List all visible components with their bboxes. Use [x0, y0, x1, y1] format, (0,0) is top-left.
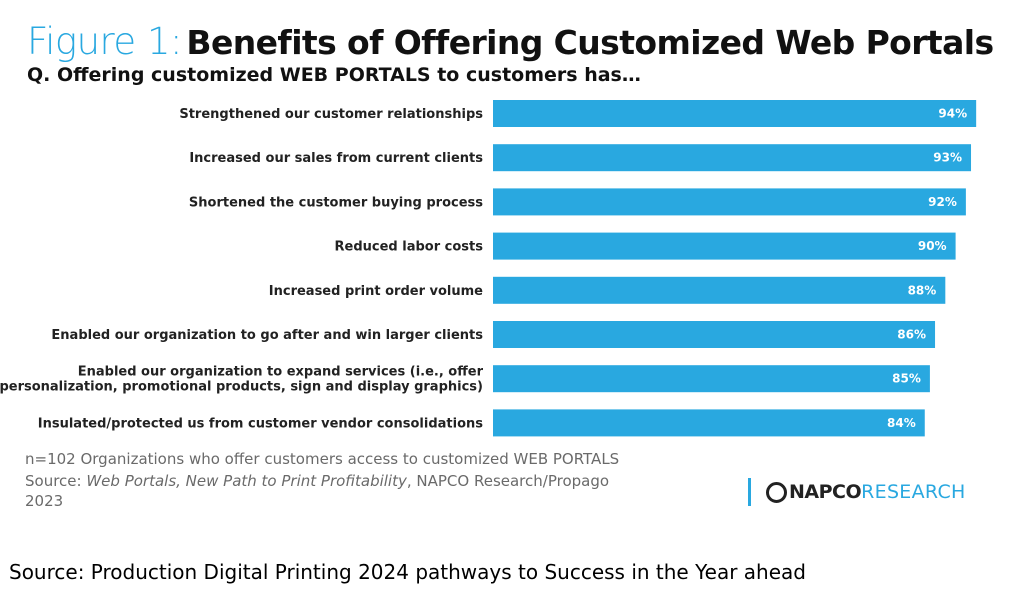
source-year: 2023 — [25, 492, 64, 510]
image-caption: Source: Production Digital Printing 2024… — [9, 560, 806, 584]
bar-value-label: 94% — [938, 107, 967, 121]
category-label: Increased our sales from current clients — [189, 151, 483, 166]
source-note: Source: Web Portals, New Path to Print P… — [25, 472, 609, 490]
bar — [493, 409, 925, 437]
bar-value-label: 92% — [928, 195, 957, 209]
bar-value-label: 85% — [892, 372, 921, 386]
figure-number: Figure 1: — [27, 20, 182, 63]
bar — [493, 321, 936, 348]
category-label: Shortened the customer buying process — [189, 195, 483, 210]
sample-note: n=102 Organizations who offer customers … — [25, 450, 620, 468]
logo-ring-icon — [766, 481, 787, 503]
bar — [493, 188, 966, 216]
bar-value-label: 90% — [918, 239, 947, 253]
title-text: Benefits of Offering Customized Web Port… — [186, 23, 994, 62]
bar — [493, 232, 956, 260]
category-label: Enabled our organization to expand servi… — [0, 365, 484, 395]
logo-research-text: RESEARCH — [861, 481, 966, 503]
bar-value-label: 93% — [933, 151, 962, 165]
source-prefix: Source: — [25, 472, 87, 490]
logo-napco-text: NAPCO — [789, 481, 862, 503]
bar-chart: 94% Strengthened our customer relationshi… — [0, 100, 977, 437]
bar — [493, 365, 930, 393]
bar — [493, 144, 972, 172]
logo-divider — [748, 478, 751, 506]
bar — [493, 100, 977, 127]
bar — [493, 276, 946, 304]
category-label: Insulated/protected us from customer ven… — [38, 416, 484, 431]
chart-subtitle: Q. Offering customized WEB PORTALS to cu… — [27, 64, 641, 86]
chart-title: Figure 1: Benefits of Offering Customize… — [27, 20, 994, 63]
category-label: Reduced labor costs — [335, 240, 484, 255]
bar-value-label: 84% — [887, 416, 916, 430]
category-label: Strengthened our customer relationships — [179, 107, 483, 122]
bar-value-label: 88% — [908, 283, 937, 297]
source-title: Web Portals, New Path to Print Profitabi… — [86, 472, 407, 490]
category-label: Enabled our organization to go after and… — [51, 328, 483, 343]
bar-value-label: 86% — [897, 328, 926, 342]
napco-research-logo: NAPCO RESEARCH — [748, 478, 966, 506]
category-label: Increased print order volume — [269, 284, 483, 299]
source-suffix: , NAPCO Research/Propago — [406, 472, 610, 490]
